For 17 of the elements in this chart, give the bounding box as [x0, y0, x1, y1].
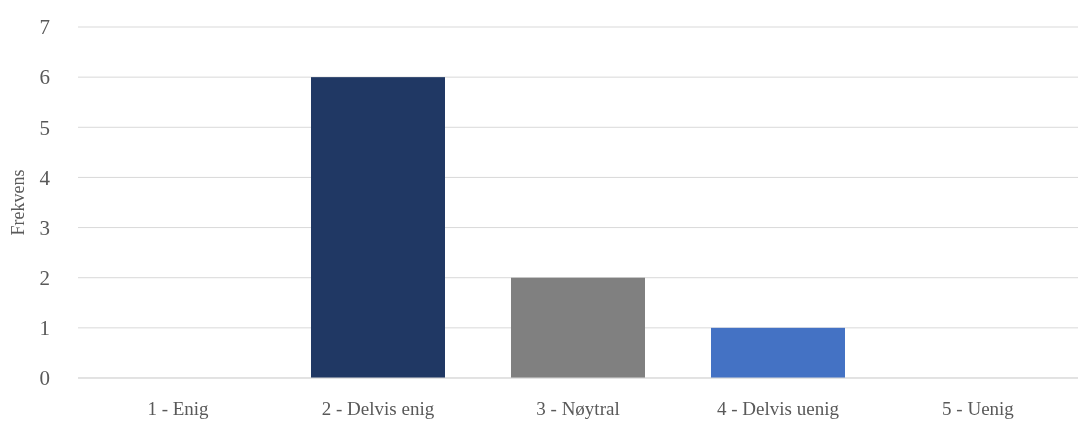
y-tick-label: 2 — [39, 266, 50, 291]
x-tick-label: 5 - Uenig — [942, 398, 1015, 419]
x-tick-label: 3 - Nøytral — [536, 398, 620, 419]
bar — [511, 277, 645, 378]
x-tick-label: 1 - Enig — [147, 398, 210, 419]
y-tick-label: 6 — [39, 65, 50, 90]
y-tick-label: 5 — [39, 115, 50, 140]
x-tick-label: 2 - Delvis enig — [321, 398, 435, 419]
y-axis-title: Frekvens — [8, 169, 28, 236]
y-tick-label: 3 — [39, 215, 50, 240]
x-tick-label: 4 - Delvis uenig — [717, 398, 840, 419]
y-tick-label: 1 — [39, 316, 50, 341]
y-tick-label: 7 — [39, 15, 50, 40]
y-tick-label: 4 — [39, 165, 51, 190]
bar — [311, 77, 445, 378]
bar — [711, 327, 845, 378]
y-tick-label: 0 — [39, 366, 50, 391]
